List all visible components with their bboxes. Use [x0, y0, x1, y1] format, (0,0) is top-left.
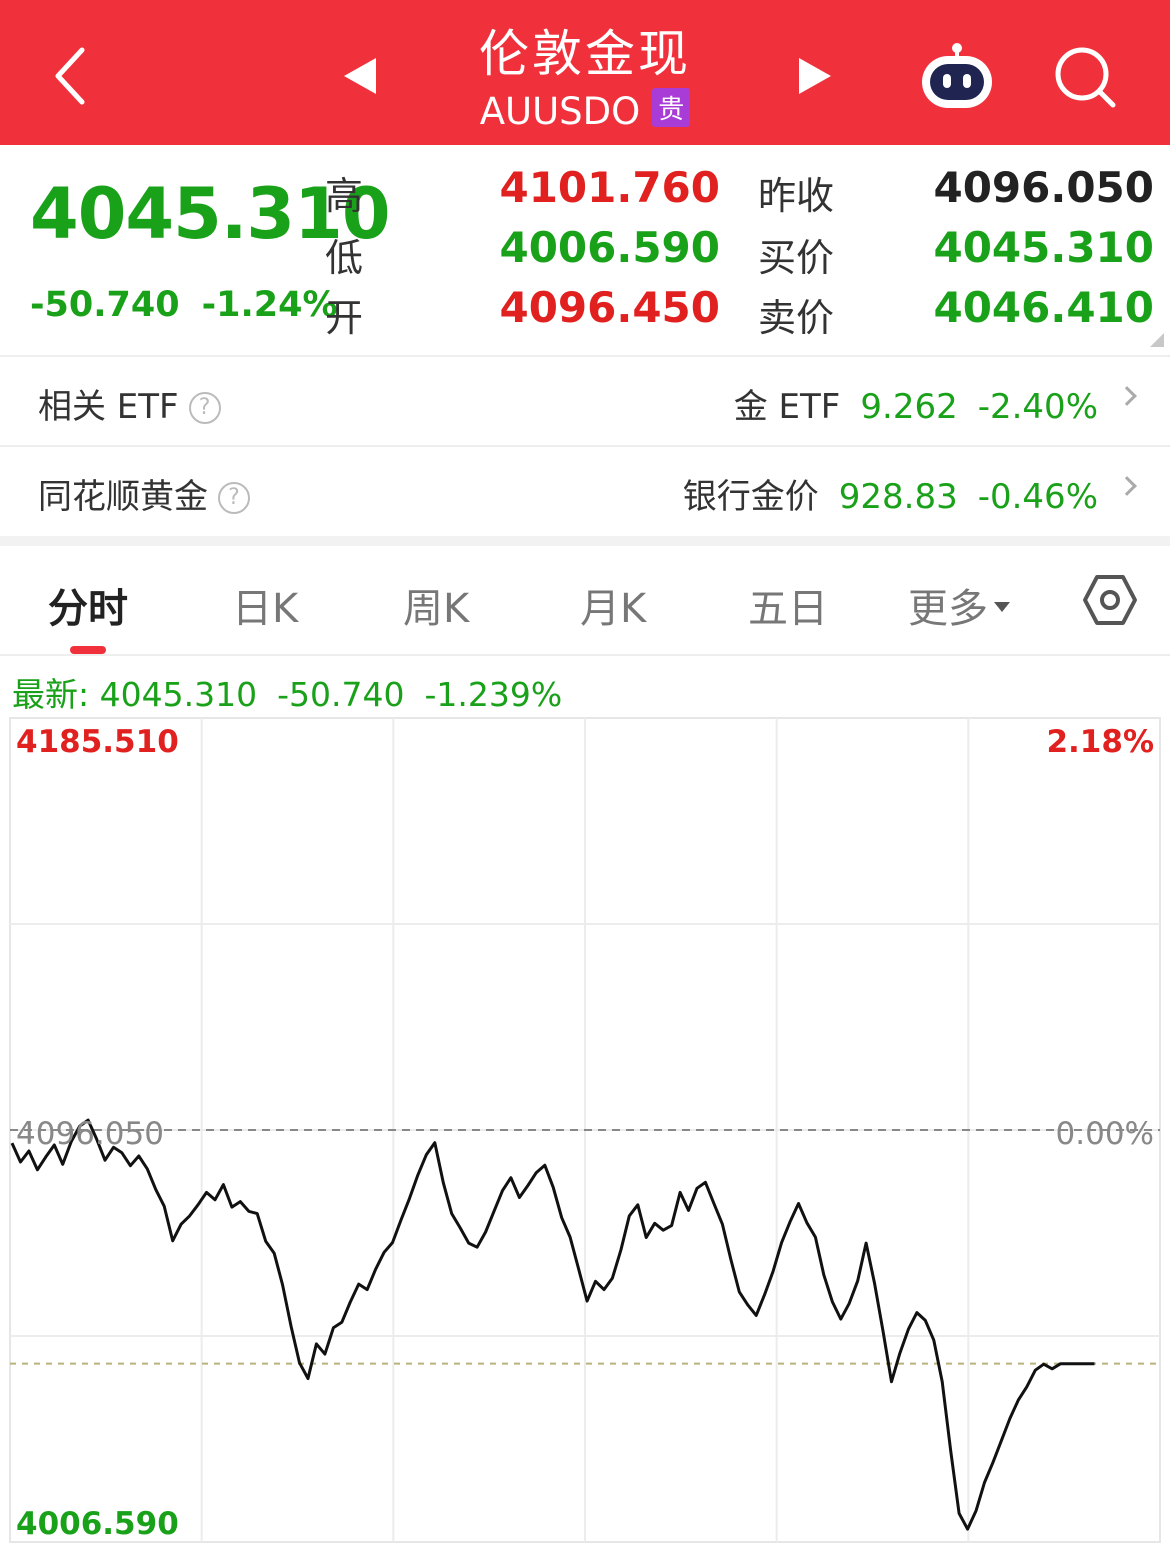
etf-change: -2.40% [977, 387, 1098, 427]
quote-panel: 4045.310 -50.740 -1.24% 高 低 开 4101.760 40… [0, 145, 1170, 355]
tab-five-day[interactable]: 五日 [748, 586, 828, 632]
precious-metal-badge: 贵 [652, 88, 691, 127]
change-percent: -1.24% [201, 285, 338, 325]
tab-more-label: 更多 [908, 586, 988, 632]
price-series-line [10, 1118, 1095, 1531]
etf-price: 9.262 [860, 387, 958, 427]
low-label: 低 [325, 236, 364, 280]
instrument-code: AUUSDO 贵 [0, 88, 1170, 133]
chevron-right-icon[interactable] [1117, 476, 1137, 496]
low-value: 4006.590 [499, 223, 720, 272]
ask-value: 4046.410 [933, 283, 1154, 332]
dropdown-caret-icon [994, 602, 1010, 612]
pct-axis-mid-label: 0.00% [1055, 1116, 1154, 1152]
prev-close-value: 4096.050 [933, 163, 1154, 212]
open-label: 开 [325, 296, 364, 340]
prev-close-label: 昨收 [758, 174, 835, 218]
tab-more[interactable]: 更多 [908, 576, 1010, 634]
settings-icon[interactable] [1082, 574, 1138, 626]
y-axis-bottom-label: 4006.590 [16, 1506, 179, 1542]
bank-gold-row[interactable]: 同花顺黄金? 银行金价 928.83 -0.46% [0, 445, 1170, 533]
latest-pct: -1.239% [424, 675, 563, 714]
y-axis-mid-label: 4096.050 [16, 1116, 164, 1152]
search-icon[interactable] [1052, 44, 1118, 110]
etf-name: 金 ETF [733, 387, 841, 427]
tab-intraday[interactable]: 分时 [48, 586, 128, 632]
etf-quote: 金 ETF 9.262 -2.40% [734, 379, 1098, 428]
tab-monthly-k[interactable]: 月K [580, 586, 647, 632]
next-arrow-icon[interactable] [795, 56, 835, 96]
back-icon[interactable] [40, 36, 104, 116]
active-tab-indicator [70, 646, 106, 654]
robot-assistant-icon[interactable] [918, 40, 996, 112]
change-amount: -50.740 [30, 285, 180, 325]
bank-gold-name: 银行金价 [682, 477, 819, 517]
latest-change: -50.740 [277, 675, 405, 714]
expand-corner-icon[interactable] [1150, 333, 1164, 347]
instrument-title: 伦敦金现 [479, 25, 691, 83]
price-change: -50.740 -1.24% [30, 285, 338, 325]
related-etf-label: 相关 ETF? [38, 379, 221, 428]
related-etf-label-text: 相关 ETF [38, 387, 179, 427]
latest-quote-line: 最新: 4045.310 -50.740 -1.239% [12, 668, 562, 716]
latest-price: 最新: 4045.310 [12, 675, 258, 714]
bank-gold-price: 928.83 [838, 477, 958, 517]
tab-weekly-k[interactable]: 周K [403, 586, 470, 632]
ask-label: 卖价 [758, 296, 835, 340]
help-icon[interactable]: ? [218, 482, 250, 514]
intraday-chart[interactable]: 4185.510 2.18% 4096.050 0.00% 4006.590 [0, 716, 1170, 1544]
bank-gold-label-text: 同花顺黄金 [38, 477, 208, 517]
prev-arrow-icon[interactable] [340, 56, 380, 96]
bank-gold-label: 同花顺黄金? [38, 469, 250, 518]
high-value: 4101.760 [499, 163, 720, 212]
chevron-right-icon[interactable] [1117, 386, 1137, 406]
bid-value: 4045.310 [933, 223, 1154, 272]
intraday-chart-svg [9, 717, 1161, 1543]
section-divider [0, 536, 1170, 546]
top-bar: 伦敦金现 AUUSDO 贵 [0, 0, 1170, 145]
help-icon[interactable]: ? [188, 392, 221, 424]
open-value: 4096.450 [499, 283, 720, 332]
pct-axis-top-label: 2.18% [1046, 724, 1154, 760]
related-etf-row[interactable]: 相关 ETF? 金 ETF 9.262 -2.40% [0, 355, 1170, 443]
y-axis-top-label: 4185.510 [16, 724, 179, 760]
last-price: 4045.310 [30, 173, 391, 255]
tab-daily-k[interactable]: 日K [232, 586, 299, 632]
bank-gold-change: -0.46% [977, 477, 1098, 517]
bank-gold-quote: 银行金价 928.83 -0.46% [683, 469, 1098, 518]
bid-label: 买价 [758, 236, 835, 280]
high-label: 高 [325, 174, 364, 218]
chart-period-tabs: 分时 日K 周K 月K 五日 更多 [0, 546, 1170, 656]
instrument-code-text: AUUSDO [479, 90, 641, 133]
